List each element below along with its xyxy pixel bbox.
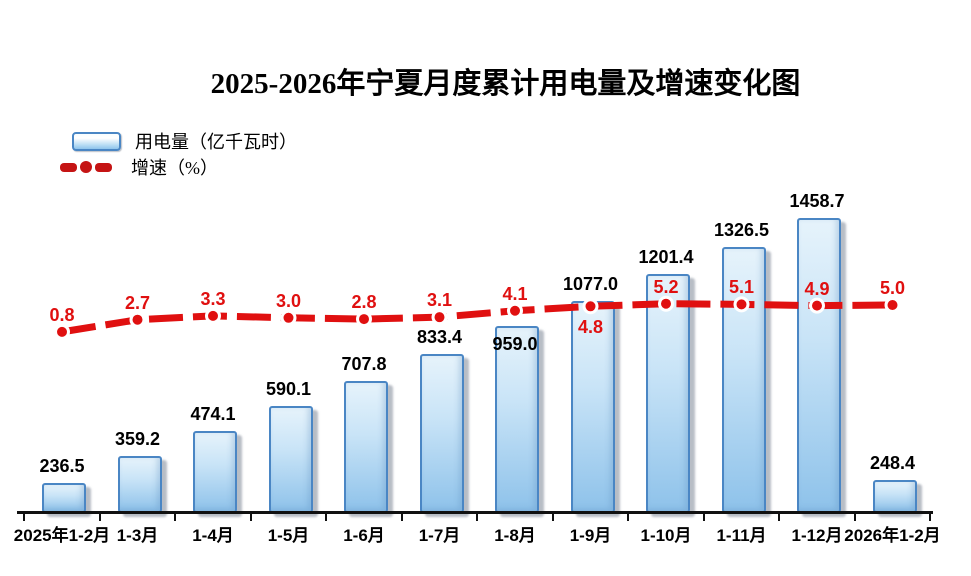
axis-tick (702, 513, 705, 521)
bar-1-3月 (117, 456, 162, 513)
bar-1-7月 (419, 354, 464, 513)
bar-value-label: 1201.4 (638, 247, 694, 267)
bar-swatch-icon (72, 131, 121, 151)
growth-marker (356, 311, 372, 328)
growth-marker (54, 323, 70, 340)
bar-2026年1-2月 (872, 480, 917, 513)
category-label: 1-4月 (192, 526, 234, 545)
bar-value-label: 474.1 (190, 404, 236, 424)
growth-marker (280, 309, 297, 326)
bar-value-label: 359.2 (114, 429, 161, 449)
category-label: 1-6月 (343, 526, 385, 545)
growth-marker (129, 311, 146, 328)
bar-1-5月 (268, 406, 313, 513)
category-label: 1-11月 (716, 526, 767, 545)
growth-value-label: 5.0 (879, 278, 906, 298)
line-swatch-icon (60, 161, 118, 173)
axis-tick (627, 513, 630, 521)
growth-value-label: 4.9 (804, 278, 830, 299)
legend: 用电量（亿千瓦时） 增速（%） (60, 128, 297, 180)
chart-title: 2025-2026年宁夏月度累计用电量及增速变化图 (210, 68, 801, 100)
axis-tick (853, 513, 856, 521)
axis-tick (929, 513, 932, 521)
category-label: 1-12月 (791, 526, 843, 545)
axis-tick (23, 513, 26, 521)
legend-item-consumption: 用电量（亿千瓦时） (60, 128, 297, 154)
growth-marker (431, 309, 448, 326)
axis-tick (249, 513, 252, 521)
bar-1-9月 (570, 301, 615, 513)
axis-tick (174, 513, 177, 521)
bar-value-label: 236.5 (39, 456, 85, 476)
bar-2025年1-2月 (42, 483, 86, 513)
axis-tick (476, 513, 479, 521)
axis-tick (98, 513, 101, 521)
bar-value-label: 248.4 (869, 453, 916, 473)
growth-value-label: 5.2 (653, 276, 679, 297)
axis-tick (400, 513, 403, 521)
category-label: 1-10月 (640, 526, 692, 545)
growth-marker (507, 302, 523, 319)
axis-tick (551, 513, 554, 521)
bar-1-11月 (721, 247, 766, 513)
legend-label-growth: 增速（%） (131, 158, 218, 178)
bar-value-label: 1458.7 (789, 191, 845, 211)
bar-1-6月 (344, 381, 388, 513)
bar-value-label: 707.8 (341, 354, 387, 374)
bar-1-10月 (646, 274, 690, 513)
category-label: 1-7月 (418, 526, 461, 545)
legend-label-consumption: 用电量（亿千瓦时） (135, 132, 297, 152)
axis-tick (325, 513, 328, 521)
growth-value-label: 4.1 (502, 283, 528, 304)
bar-1-12月 (797, 218, 841, 513)
category-label: 2025年1-2月 (13, 526, 111, 545)
growth-marker (884, 297, 901, 313)
bar-value-label: 959.0 (492, 334, 538, 354)
bar-1-4月 (193, 431, 237, 513)
growth-marker (205, 307, 221, 324)
legend-item-growth: 增速（%） (60, 154, 297, 180)
category-label: 1-9月 (569, 526, 612, 545)
growth-value-label: 4.8 (577, 317, 604, 338)
bar-value-label: 590.1 (265, 379, 312, 399)
bar-value-label: 1077.0 (562, 274, 619, 294)
category-label: 2026年1-2月 (844, 526, 941, 545)
growth-value-label: 5.1 (728, 277, 755, 298)
x-axis (17, 511, 933, 514)
axis-tick (778, 513, 781, 521)
category-label: 1-8月 (494, 526, 536, 545)
bar-value-label: 1326.5 (713, 220, 770, 240)
category-label: 1-3月 (116, 526, 159, 545)
category-label: 1-5月 (267, 526, 310, 545)
